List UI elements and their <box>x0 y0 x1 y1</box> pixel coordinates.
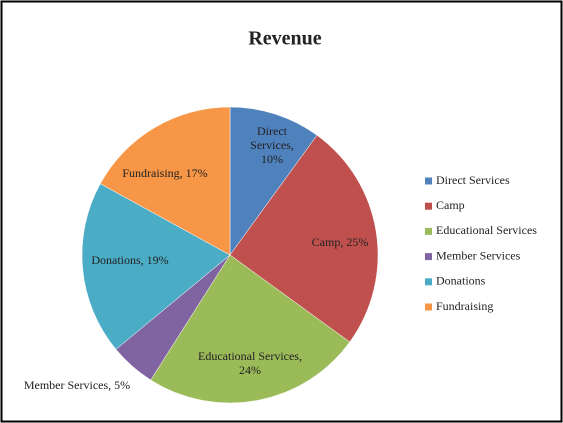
chart-title: Revenue <box>248 28 321 50</box>
data-label: Donations, 19% <box>91 253 169 267</box>
legend-swatch <box>425 253 432 261</box>
legend-swatch <box>425 202 432 210</box>
legend-swatch <box>425 278 432 286</box>
pie-slice <box>150 254 351 404</box>
legend-label: Member Services <box>436 248 521 262</box>
legend-label: Donations <box>436 274 486 288</box>
legend-label: Direct Services <box>436 173 510 187</box>
legend-label: Camp <box>436 198 465 212</box>
legend-swatch <box>425 303 432 311</box>
pie-slice <box>99 106 231 256</box>
pie-slice <box>229 106 318 256</box>
legend-label: Educational Services <box>436 223 537 237</box>
pie-slice <box>229 134 379 343</box>
data-label: Educational Services, 24% <box>198 349 302 377</box>
data-label: Camp, 25% <box>311 235 369 249</box>
legend-swatch <box>425 177 432 185</box>
pie-slice <box>81 183 231 350</box>
legend-swatch <box>425 227 432 235</box>
data-label: Direct Services, 10% <box>250 124 294 166</box>
data-label: Fundraising, 17% <box>122 166 208 180</box>
data-label: Member Services, 5% <box>23 378 131 392</box>
legend-label: Fundraising <box>436 299 493 313</box>
